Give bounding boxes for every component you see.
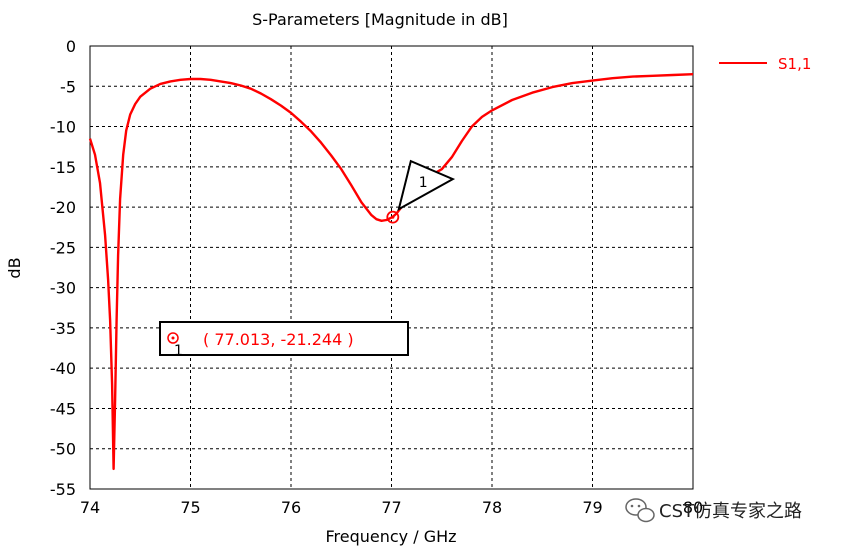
y-tick-label: -50 [50,440,76,459]
marker-readout-id: 1 [174,343,183,359]
chart-title: S-Parameters [Magnitude in dB] [252,10,508,29]
series-line-s11 [88,73,694,471]
watermark-text: CST仿真专家之路 [659,501,802,522]
x-tick-label: 75 [180,498,200,517]
y-tick-label: -5 [60,77,76,96]
watermark: CST仿真专家之路 [625,498,802,523]
x-tick-label: 76 [281,498,301,517]
grid-lines [90,46,693,489]
legend-label-s11: S1,1 [778,55,811,73]
y-tick-label: -35 [50,319,76,338]
x-tick-label: 79 [582,498,602,517]
legend: S1,1 [719,55,811,73]
y-tick-label: -40 [50,359,76,378]
x-tick-label: 74 [80,498,100,517]
y-tick-label: -25 [50,238,76,257]
x-axis-label: Frequency / GHz [325,527,456,546]
marker-flag [397,159,456,212]
marker-readout-value: ( 77.013, -21.244 ) [203,330,354,349]
y-tick-label: -30 [50,279,76,298]
y-tick-label: 0 [66,37,76,56]
x-tick-label: 80 [683,498,703,517]
y-axis-label: dB [5,257,24,278]
marker-dot [391,215,395,219]
x-tick-label: 77 [381,498,401,517]
y-tick-label: -55 [50,480,76,499]
marker-1[interactable]: 1 [386,159,456,224]
marker-readout-box: 1 ( 77.013, -21.244 ) [159,321,409,359]
wechat-icon [625,498,655,523]
x-tick-label: 78 [482,498,502,517]
y-tick-label: -15 [50,158,76,177]
marker-circle[interactable] [386,210,400,224]
y-tick-label: -10 [50,118,76,137]
marker-flag-label: 1 [419,175,428,191]
x-tick-labels: 74 75 76 77 78 79 80 [80,498,703,517]
y-tick-label: -20 [50,198,76,217]
y-tick-label: -45 [50,399,76,418]
y-tick-labels: 0 -5 -10 -15 -20 -25 -30 -35 -40 -45 -50 -55 [50,37,76,499]
marker-readout-icon [167,332,179,344]
